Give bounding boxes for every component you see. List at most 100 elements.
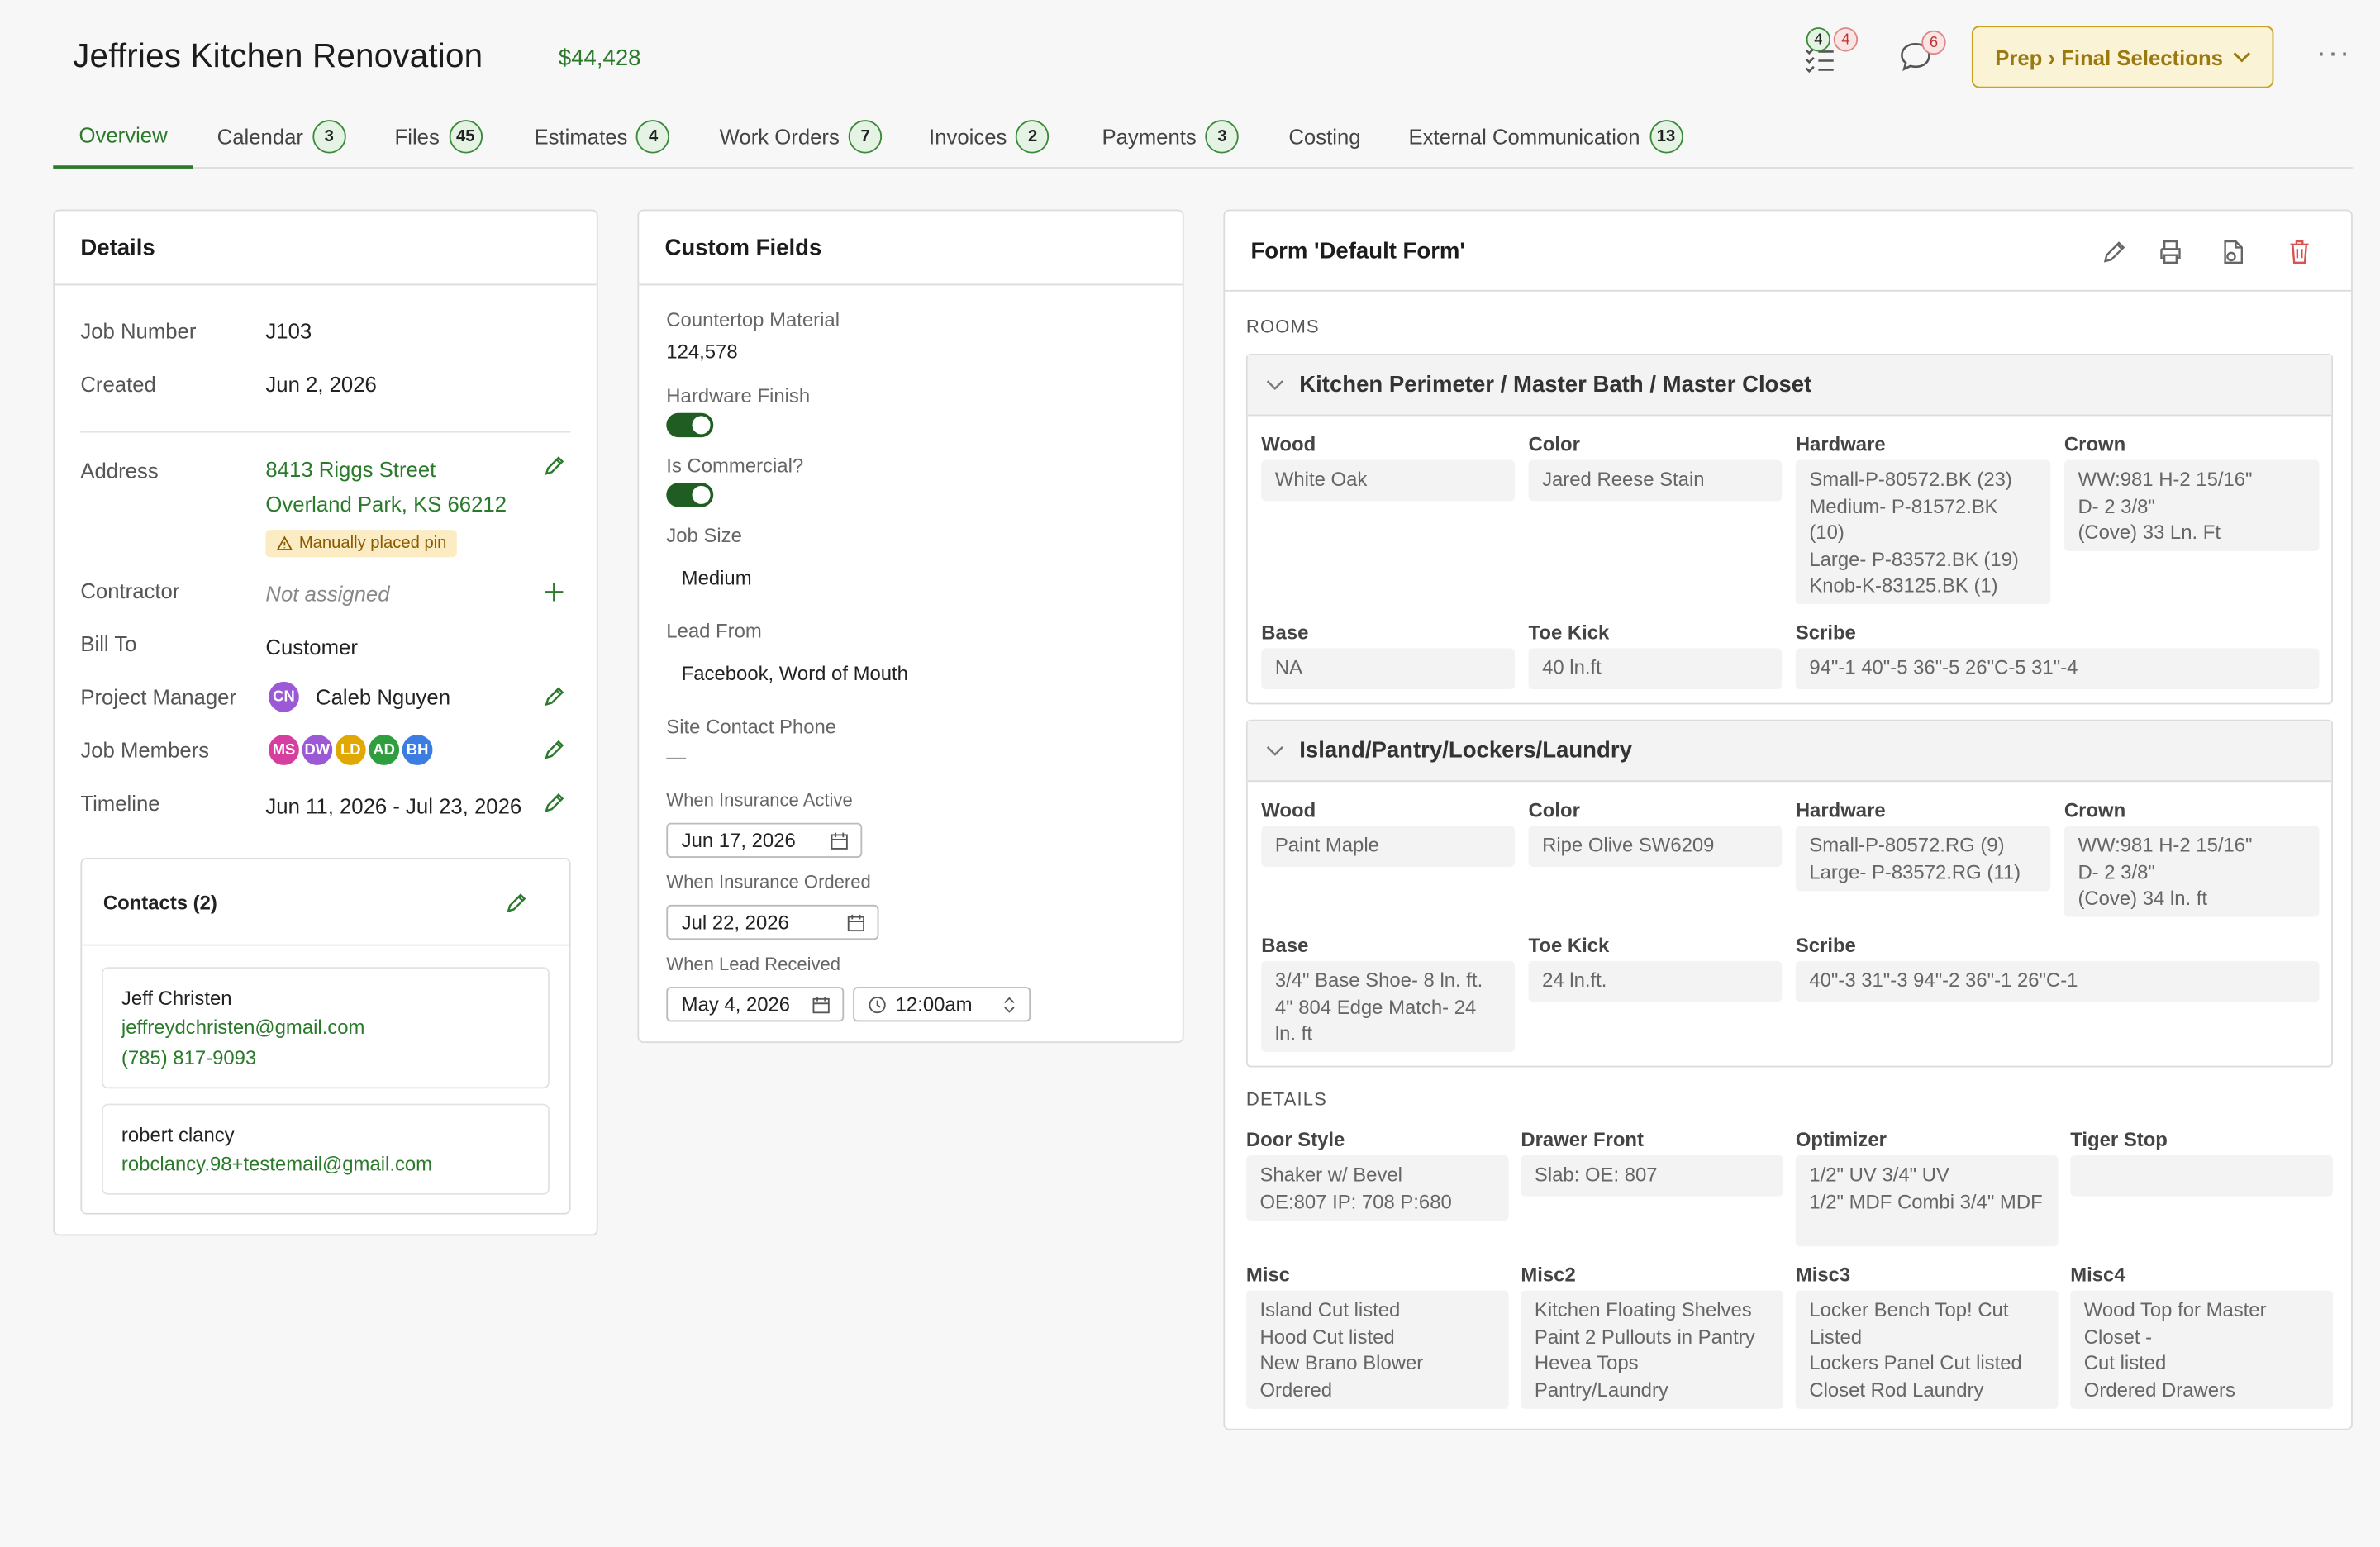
color-value: Jared Reese Stain	[1528, 459, 1783, 502]
avatar: DW	[300, 733, 335, 767]
up-down-chevron-icon	[1004, 996, 1015, 1012]
ins-active-label: When Insurance Active	[666, 789, 853, 812]
custom-fields-title: Custom Fields	[664, 234, 822, 261]
commercial-label: Is Commercial?	[666, 454, 804, 477]
tasks-done-badge: 4	[1806, 27, 1831, 52]
scribe-value: 94"-1 40"-5 36"-5 26"C-5 31"-4	[1795, 648, 2320, 690]
delete-trash-icon[interactable]	[2286, 238, 2313, 265]
tab-external-communication[interactable]: External Communication 13	[1408, 103, 1683, 169]
address-line2[interactable]: Overland Park, KS 66212	[265, 492, 507, 516]
address-line1[interactable]: 8413 Riggs Street	[265, 456, 436, 482]
stage-dropdown[interactable]: Prep › Final Selections	[1971, 26, 2274, 88]
scribe-label: Scribe	[1795, 621, 1856, 644]
details-card: Details Job Number J103 Created Jun 2, 2…	[53, 209, 598, 1236]
tab-estimates[interactable]: Estimates 4	[535, 103, 670, 169]
contacts-header: Contacts (2)	[82, 859, 569, 946]
project-manager-label: Project Manager	[80, 684, 237, 709]
avatar: AD	[367, 733, 401, 767]
messages-button[interactable]: 6	[1897, 27, 1958, 73]
details-title: Details	[80, 234, 155, 261]
stage-label: Prep › Final Selections	[1995, 45, 2223, 69]
countertop-label: Countertop Material	[666, 307, 840, 331]
timeline-value: Jun 11, 2026 - Jul 23, 2026	[265, 793, 522, 819]
edit-pm-pencil-icon[interactable]	[542, 685, 566, 709]
bill-to-value: Customer	[265, 634, 358, 659]
timeline-label: Timeline	[80, 791, 160, 816]
room-header[interactable]: Island/Pantry/Lockers/Laundry	[1247, 721, 2332, 783]
bill-to-label: Bill To	[80, 631, 137, 656]
tab-label: Invoices	[929, 123, 1007, 149]
date-value: May 4, 2026	[681, 992, 791, 1016]
tab-invoices[interactable]: Invoices 2	[929, 103, 1050, 169]
contact-phone[interactable]: (785) 817-9093	[121, 1045, 257, 1069]
date-value: Jun 17, 2026	[681, 829, 796, 852]
optimizer-label: Optimizer	[1795, 1127, 1887, 1151]
tab-calendar[interactable]: Calendar 3	[217, 103, 346, 169]
scribe-label: Scribe	[1795, 933, 1856, 957]
add-contractor-plus-icon[interactable]	[542, 580, 566, 604]
form-card: Form 'Default Form' ROOMS Kitchen Perime…	[1223, 209, 2353, 1430]
edit-address-pencil-icon[interactable]	[542, 454, 566, 478]
room-header[interactable]: Kitchen Perimeter / Master Bath / Master…	[1247, 355, 2332, 416]
edit-members-pencil-icon[interactable]	[542, 738, 566, 762]
custom-fields-card: Custom Fields Countertop Material 124,57…	[637, 209, 1184, 1044]
tab-count-badge: 2	[1016, 119, 1050, 153]
address-label: Address	[80, 458, 159, 483]
tab-label: External Communication	[1408, 123, 1640, 149]
print-icon[interactable]	[2157, 238, 2184, 265]
more-options-icon[interactable]: ···	[2316, 36, 2352, 70]
optimizer-value: 1/2" UV 3/4" UV 1/2" MDF Combi 3/4" MDF	[1795, 1155, 2059, 1247]
tab-costing[interactable]: Costing	[1288, 103, 1360, 169]
room-name: Island/Pantry/Lockers/Laundry	[1299, 737, 1632, 764]
tab-overview[interactable]: Overview	[53, 103, 193, 169]
commercial-toggle[interactable]	[666, 483, 714, 507]
tab-label: Calendar	[217, 123, 304, 149]
calendar-icon	[812, 996, 830, 1013]
calendar-icon	[831, 831, 848, 849]
job-number-label: Job Number	[80, 318, 197, 344]
tab-count-badge: 4	[636, 119, 670, 153]
chevron-down-icon	[2232, 51, 2250, 62]
tab-payments[interactable]: Payments 3	[1102, 103, 1240, 169]
lead-received-date-input[interactable]: May 4, 2026	[666, 987, 845, 1022]
misc4-value: Wood Top for Master Closet - Cut listed …	[2070, 1290, 2334, 1409]
tab-label: Estimates	[534, 123, 628, 149]
edit-contacts-pencil-icon[interactable]	[504, 891, 528, 915]
ins-ordered-label: When Insurance Ordered	[666, 871, 871, 893]
tiger-stop-label: Tiger Stop	[2070, 1127, 2168, 1151]
misc-label: Misc	[1245, 1263, 1291, 1287]
lead-from-value[interactable]: Facebook, Word of Mouth	[681, 661, 908, 685]
room-section: Kitchen Perimeter / Master Bath / Master…	[1245, 354, 2334, 705]
tab-files[interactable]: Files 45	[395, 103, 483, 169]
base-value: NA	[1261, 648, 1516, 690]
tab-label: Costing	[1288, 123, 1361, 149]
room-name: Kitchen Perimeter / Master Bath / Master…	[1299, 372, 1812, 398]
tasks-button[interactable]: 4 4	[1800, 27, 1867, 74]
misc2-label: Misc2	[1521, 1263, 1576, 1287]
site-phone-value: —	[666, 745, 687, 769]
edit-timeline-pencil-icon[interactable]	[542, 791, 566, 815]
crown-value: WW:981 H-2 15/16" D- 2 3/8" (Cove) 33 Ln…	[2063, 459, 2320, 551]
contact-item[interactable]: robert clancy robclancy.98+testemail@gma…	[102, 1103, 550, 1195]
job-size-value[interactable]: Medium	[681, 566, 752, 589]
base-label: Base	[1261, 933, 1309, 957]
tab-work-orders[interactable]: Work Orders 7	[720, 103, 883, 169]
contacts-card: Contacts (2) Jeff Christen jeffreydchris…	[80, 857, 571, 1215]
ins-active-date-input[interactable]: Jun 17, 2026	[666, 822, 863, 858]
hardware-finish-toggle[interactable]	[666, 412, 714, 438]
toe-kick-value: 40 ln.ft	[1528, 648, 1783, 690]
wood-value: Paint Maple	[1261, 826, 1516, 867]
contact-email[interactable]: robclancy.98+testemail@gmail.com	[121, 1152, 433, 1175]
tab-count-badge: 13	[1649, 119, 1683, 153]
export-file-icon[interactable]	[2219, 238, 2246, 265]
tab-count-badge: 7	[848, 119, 883, 153]
hardware-value: Small-P-80572.RG (9) Large- P-83572.RG (…	[1795, 826, 2051, 892]
contact-email[interactable]: jeffreydchristen@gmail.com	[121, 1016, 365, 1039]
edit-pencil-icon[interactable]	[2101, 238, 2128, 265]
color-label: Color	[1528, 432, 1580, 456]
contact-item[interactable]: Jeff Christen jeffreydchristen@gmail.com…	[102, 967, 550, 1089]
ins-ordered-date-input[interactable]: Jul 22, 2026	[666, 904, 879, 940]
color-value: Ripe Olive SW6209	[1528, 826, 1783, 867]
lead-received-time-input[interactable]: 12:00am	[853, 987, 1031, 1022]
tab-count-badge: 45	[448, 119, 483, 153]
